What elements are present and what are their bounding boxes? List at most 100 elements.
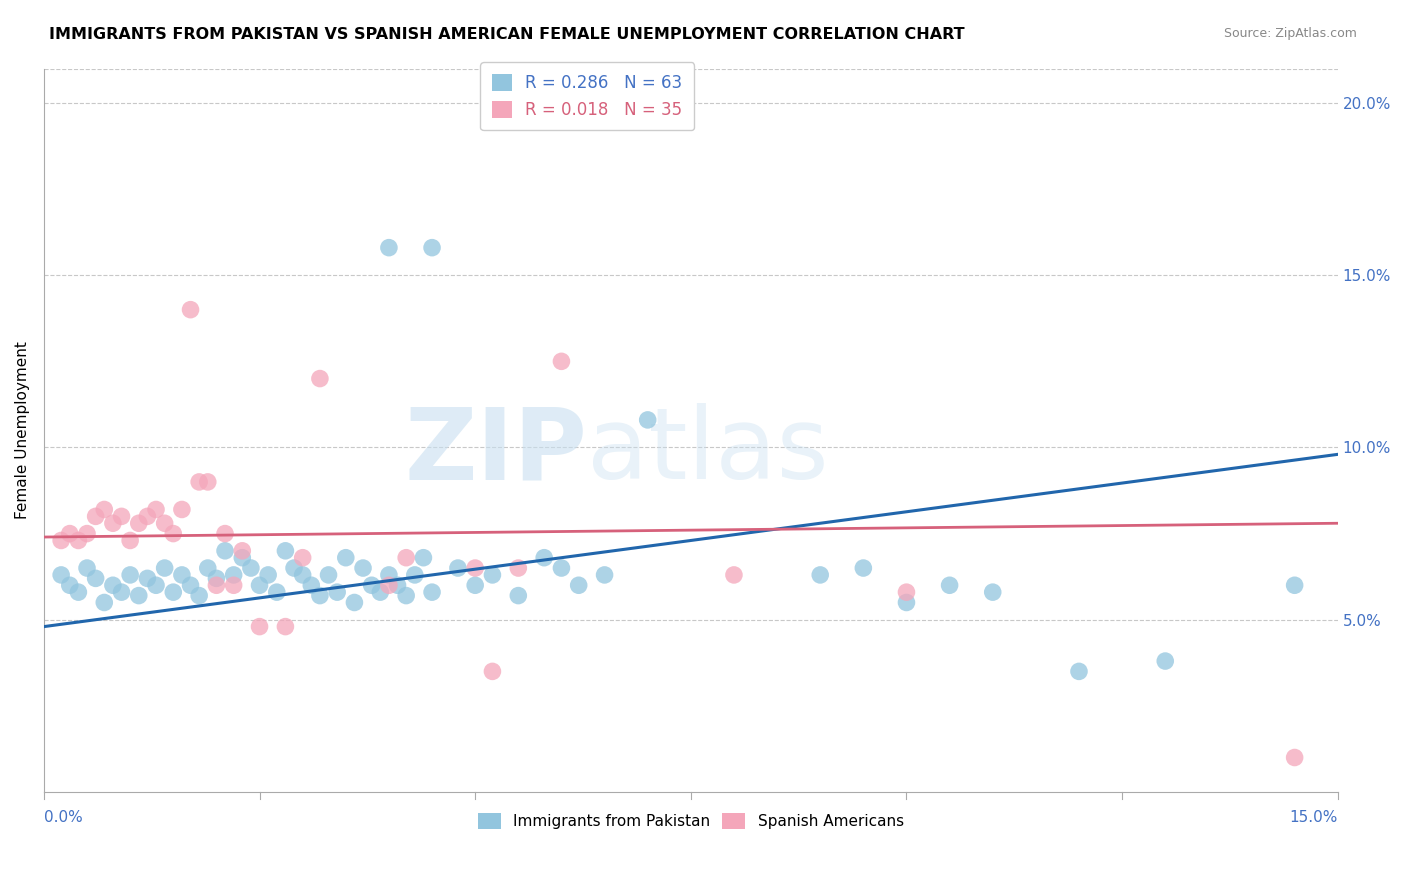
Point <box>404 568 426 582</box>
Point <box>120 533 142 548</box>
Point <box>170 502 193 516</box>
Point <box>101 578 124 592</box>
Point <box>197 475 219 489</box>
Point <box>291 550 314 565</box>
Point <box>153 516 176 531</box>
Point <box>197 561 219 575</box>
Point <box>896 595 918 609</box>
Point <box>533 550 555 565</box>
Text: ZIP: ZIP <box>405 403 588 500</box>
Point <box>162 526 184 541</box>
Point <box>153 561 176 575</box>
Point <box>283 561 305 575</box>
Point <box>188 475 211 489</box>
Point <box>335 550 357 565</box>
Point <box>550 354 572 368</box>
Point <box>205 571 228 585</box>
Point <box>93 502 115 516</box>
Point <box>550 561 572 575</box>
Text: 0.0%: 0.0% <box>44 810 83 825</box>
Point <box>420 585 443 599</box>
Point <box>49 568 72 582</box>
Point <box>222 568 245 582</box>
Text: atlas: atlas <box>588 403 830 500</box>
Point <box>145 502 167 516</box>
Point <box>352 561 374 575</box>
Point <box>266 585 288 599</box>
Point <box>981 585 1004 599</box>
Point <box>145 578 167 592</box>
Point <box>412 550 434 565</box>
Point <box>481 568 503 582</box>
Point <box>128 589 150 603</box>
Point <box>808 568 831 582</box>
Point <box>205 578 228 592</box>
Point <box>568 578 591 592</box>
Point <box>395 550 418 565</box>
Point <box>110 509 132 524</box>
Point <box>360 578 382 592</box>
Point <box>162 585 184 599</box>
Point <box>420 241 443 255</box>
Point <box>378 578 401 592</box>
Point <box>508 589 530 603</box>
Point <box>395 589 418 603</box>
Text: 15.0%: 15.0% <box>1289 810 1337 825</box>
Point <box>309 589 332 603</box>
Point <box>368 585 391 599</box>
Point <box>274 544 297 558</box>
Point <box>1284 578 1306 592</box>
Point <box>188 589 211 603</box>
Point <box>464 561 486 575</box>
Point <box>299 578 322 592</box>
Point <box>1284 750 1306 764</box>
Point <box>214 544 236 558</box>
Point <box>508 561 530 575</box>
Point <box>49 533 72 548</box>
Point <box>318 568 340 582</box>
Point <box>101 516 124 531</box>
Point <box>59 526 82 541</box>
Point <box>170 568 193 582</box>
Point <box>180 578 202 592</box>
Point <box>291 568 314 582</box>
Point <box>249 619 271 633</box>
Point <box>76 526 98 541</box>
Point <box>938 578 960 592</box>
Point <box>120 568 142 582</box>
Point <box>249 578 271 592</box>
Point <box>637 413 659 427</box>
Point <box>128 516 150 531</box>
Point <box>84 571 107 585</box>
Point <box>309 371 332 385</box>
Point <box>464 578 486 592</box>
Point <box>593 568 616 582</box>
Point <box>67 533 90 548</box>
Point <box>214 526 236 541</box>
Point <box>274 619 297 633</box>
Point <box>447 561 470 575</box>
Point <box>76 561 98 575</box>
Text: IMMIGRANTS FROM PAKISTAN VS SPANISH AMERICAN FEMALE UNEMPLOYMENT CORRELATION CHA: IMMIGRANTS FROM PAKISTAN VS SPANISH AMER… <box>49 27 965 42</box>
Point <box>378 568 401 582</box>
Point <box>59 578 82 592</box>
Point <box>723 568 745 582</box>
Point <box>231 544 253 558</box>
Text: Source: ZipAtlas.com: Source: ZipAtlas.com <box>1223 27 1357 40</box>
Point <box>1067 665 1090 679</box>
Point <box>110 585 132 599</box>
Point <box>896 585 918 599</box>
Point <box>231 550 253 565</box>
Point <box>93 595 115 609</box>
Point <box>257 568 280 582</box>
Point <box>326 585 349 599</box>
Point <box>343 595 366 609</box>
Point <box>136 571 159 585</box>
Point <box>481 665 503 679</box>
Y-axis label: Female Unemployment: Female Unemployment <box>15 342 30 519</box>
Point <box>67 585 90 599</box>
Point <box>378 241 401 255</box>
Point <box>136 509 159 524</box>
Point <box>180 302 202 317</box>
Point <box>852 561 875 575</box>
